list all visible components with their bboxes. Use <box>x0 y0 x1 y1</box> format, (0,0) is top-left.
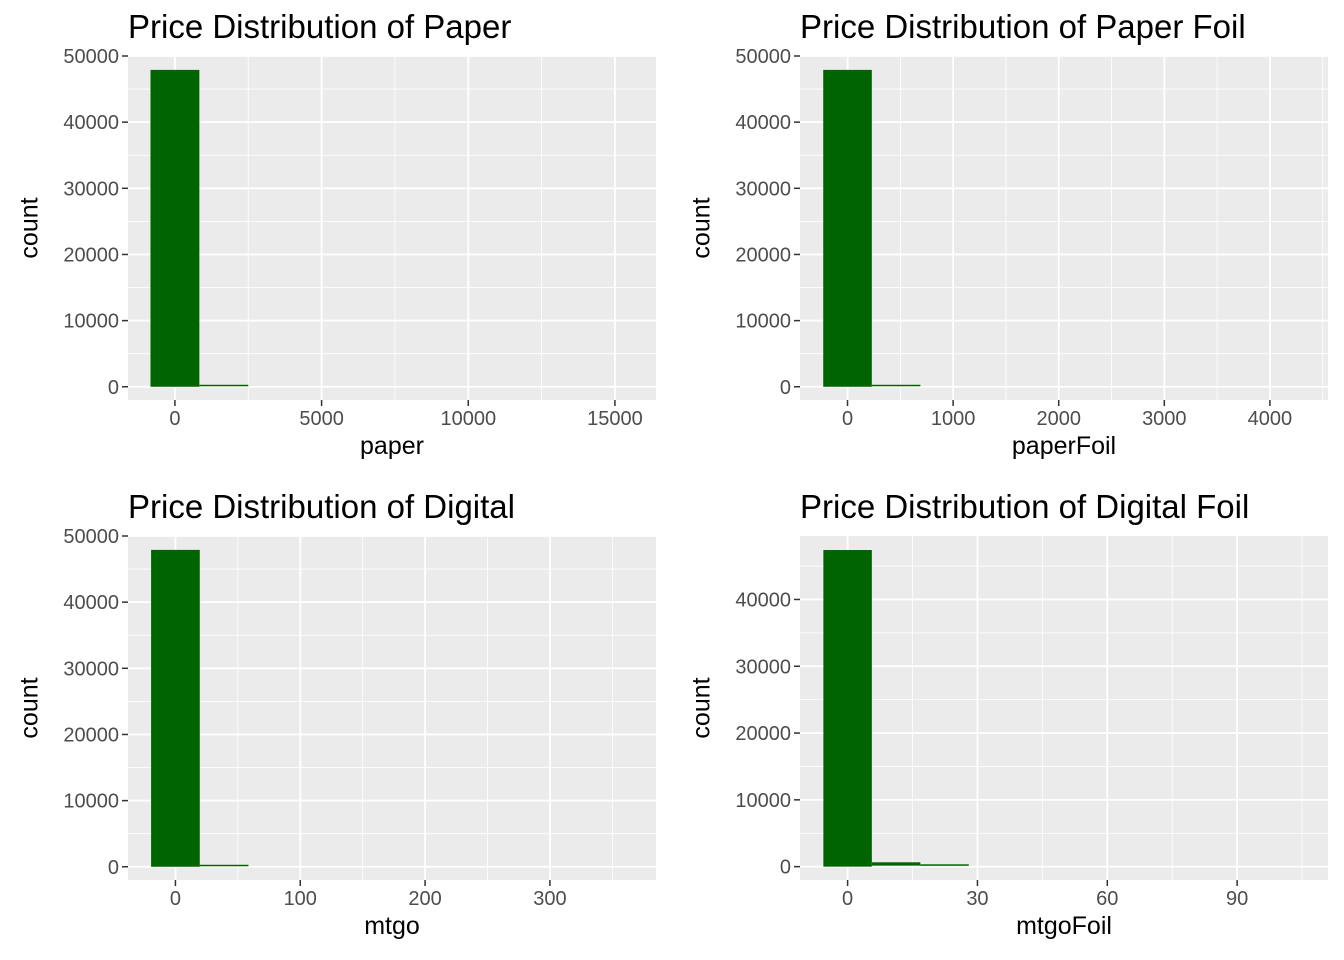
histogram-bar <box>871 862 921 866</box>
histogram-bar <box>199 384 249 387</box>
y-tick-label: 10000 <box>735 790 791 812</box>
histogram-panel-digital: 0 10000 20000 30000 40000 50000 0 100 200 300 Pri… <box>0 480 672 960</box>
y-tick-label: 10000 <box>735 311 791 333</box>
y-tick-label: 40000 <box>735 589 791 611</box>
x-axis-label: mtgo <box>364 912 420 940</box>
x-tick-label: 0 <box>842 408 853 430</box>
x-tick-label: 2000 <box>1036 408 1081 430</box>
panel-background <box>128 56 656 400</box>
y-tick-label: 50000 <box>735 46 791 68</box>
histogram-panel-digital-foil: 0 10000 20000 30000 40000 0 30 60 90 Price Distr… <box>672 480 1344 960</box>
y-tick-label: 30000 <box>63 658 119 680</box>
y-tick-label: 10000 <box>63 791 119 813</box>
x-tick-label: 60 <box>1096 888 1118 910</box>
histogram-panel-paper: 0 10000 20000 30000 40000 50000 0 5000 10000 1500… <box>0 0 672 480</box>
x-tick-label: 90 <box>1226 888 1248 910</box>
histogram-panel-paper-foil: 0 10000 20000 30000 40000 50000 0 1000 2000 3000 4… <box>672 0 1344 480</box>
histogram-bar <box>151 549 200 867</box>
y-tick-label: 20000 <box>63 724 119 746</box>
x-tick-label: 15000 <box>587 408 643 430</box>
x-tick-label: 3000 <box>1142 408 1187 430</box>
x-axis-label: paperFoil <box>1011 432 1117 460</box>
y-tick-label: 20000 <box>735 723 791 745</box>
x-tick-label: 200 <box>408 888 441 910</box>
panel-title: Price Distribution of Digital Foil <box>800 488 1250 525</box>
y-tick-label: 40000 <box>63 112 119 134</box>
x-tick-label: 10000 <box>440 408 496 430</box>
panel-background <box>128 536 656 880</box>
y-tick-label: 0 <box>108 377 119 399</box>
y-tick-label: 20000 <box>63 244 119 266</box>
histogram-bar <box>823 550 872 867</box>
histogram-bar <box>920 864 969 866</box>
y-tick-label: 10000 <box>63 311 119 333</box>
x-tick-label: 4000 <box>1248 408 1293 430</box>
panel-background <box>800 536 1328 880</box>
plot-area: 0 10000 20000 30000 40000 50000 0 5000 10000 1500… <box>63 46 656 430</box>
x-tick-label: 0 <box>169 408 180 430</box>
panel-title: Price Distribution of Paper Foil <box>800 8 1246 45</box>
y-tick-label: 40000 <box>63 592 119 614</box>
y-tick-label: 30000 <box>63 178 119 200</box>
panel-background <box>800 56 1328 400</box>
histogram-bar <box>199 864 249 867</box>
x-tick-label: 0 <box>842 888 853 910</box>
y-tick-label: 0 <box>780 377 791 399</box>
y-axis-label: count <box>15 197 44 259</box>
y-axis-label: count <box>687 677 716 739</box>
y-axis-label: count <box>15 677 44 739</box>
plot-area: 0 10000 20000 30000 40000 0 30 60 90 <box>735 536 1328 910</box>
y-tick-label: 30000 <box>735 656 791 678</box>
y-tick-label: 0 <box>780 857 791 879</box>
histogram-bar <box>823 69 872 387</box>
x-tick-label: 1000 <box>931 408 976 430</box>
x-tick-label: 100 <box>284 888 317 910</box>
y-tick-label: 20000 <box>735 244 791 266</box>
y-tick-label: 50000 <box>63 46 119 68</box>
x-axis-label: mtgoFoil <box>1016 912 1112 940</box>
histogram-bar <box>871 384 921 387</box>
y-axis-label: count <box>687 197 716 259</box>
panel-title: Price Distribution of Paper <box>128 8 512 45</box>
histogram-bar <box>150 69 200 387</box>
x-tick-label: 30 <box>966 888 988 910</box>
x-tick-label: 300 <box>533 888 566 910</box>
plot-area: 0 10000 20000 30000 40000 50000 0 100 200 300 <box>63 526 656 910</box>
y-tick-label: 0 <box>108 857 119 879</box>
x-axis-label: paper <box>360 432 424 460</box>
y-tick-label: 40000 <box>735 112 791 134</box>
x-tick-label: 5000 <box>299 408 344 430</box>
y-tick-label: 50000 <box>63 526 119 548</box>
y-tick-label: 30000 <box>735 178 791 200</box>
plot-area: 0 10000 20000 30000 40000 50000 0 1000 2000 3000 4… <box>735 46 1328 430</box>
x-tick-label: 0 <box>170 888 181 910</box>
panel-title: Price Distribution of Digital <box>128 488 515 525</box>
